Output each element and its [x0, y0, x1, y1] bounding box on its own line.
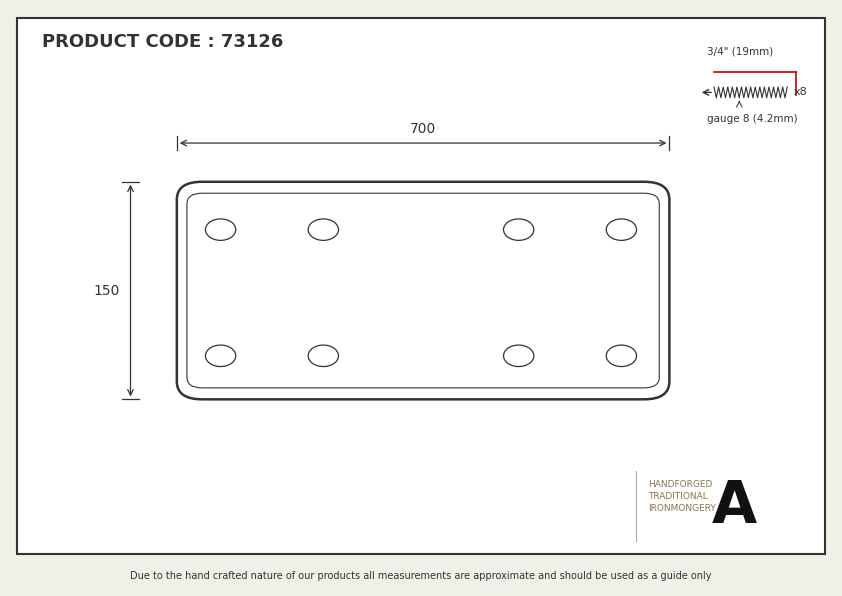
- Text: IRONMONGERY: IRONMONGERY: [648, 504, 716, 513]
- Text: x8: x8: [794, 88, 807, 97]
- Text: 3/4" (19mm): 3/4" (19mm): [707, 46, 774, 57]
- FancyBboxPatch shape: [177, 182, 669, 399]
- Text: Due to the hand crafted nature of our products all measurements are approximate : Due to the hand crafted nature of our pr…: [131, 571, 711, 581]
- Text: 150: 150: [93, 284, 120, 297]
- Text: 700: 700: [410, 122, 436, 136]
- Text: TRADITIONAL: TRADITIONAL: [648, 492, 708, 501]
- Text: gauge 8 (4.2mm): gauge 8 (4.2mm): [707, 114, 798, 125]
- Text: PRODUCT CODE : 73126: PRODUCT CODE : 73126: [42, 33, 284, 51]
- Text: A: A: [711, 478, 757, 535]
- Text: HANDFORGED: HANDFORGED: [648, 480, 712, 489]
